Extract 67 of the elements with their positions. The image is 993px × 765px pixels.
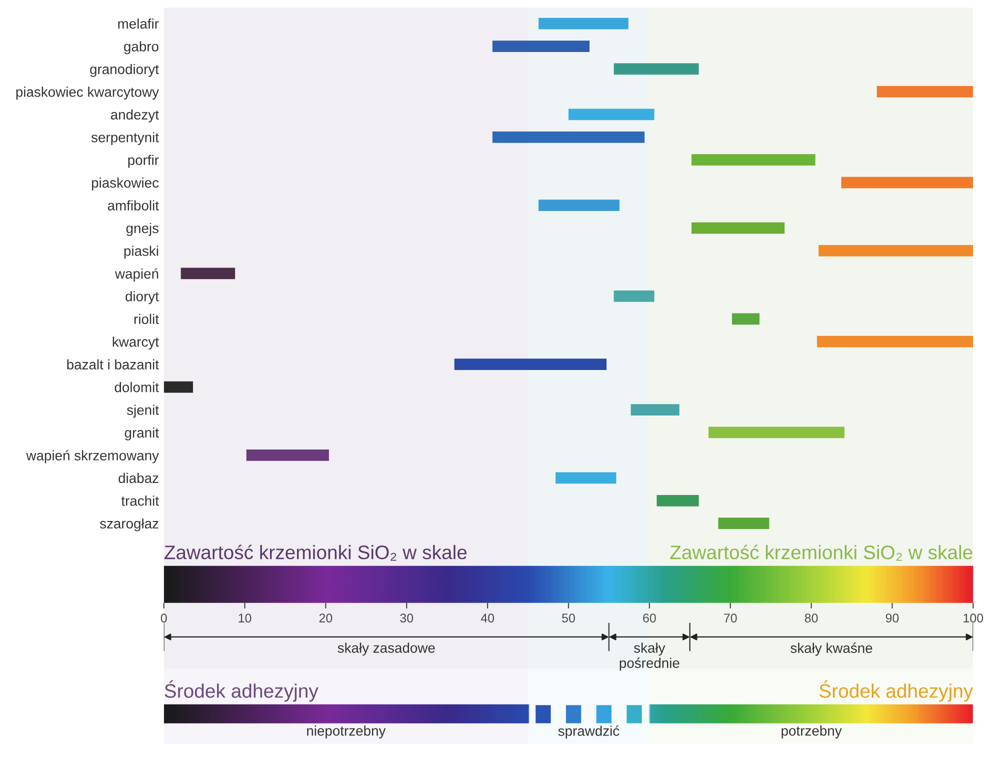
y-tick-label: dolomit bbox=[114, 382, 159, 392]
x-tick-label: 100 bbox=[964, 614, 984, 622]
bar bbox=[656, 494, 699, 506]
x-tick-label: 40 bbox=[480, 614, 494, 622]
x-tick-label: 20 bbox=[319, 614, 332, 622]
bar bbox=[492, 40, 590, 52]
y-tick-label: dioryt bbox=[126, 291, 159, 304]
y-tick-label: serpentynit bbox=[91, 132, 159, 146]
bar bbox=[614, 63, 699, 75]
bar bbox=[568, 108, 654, 120]
y-tick-label: piaski bbox=[124, 246, 158, 259]
bar bbox=[180, 268, 236, 280]
x-tick-label: 90 bbox=[886, 614, 899, 622]
band-label: sprawdzić bbox=[558, 726, 620, 739]
y-tick-label: szarogłaz bbox=[100, 518, 158, 532]
bar bbox=[630, 404, 680, 416]
bar bbox=[454, 358, 607, 370]
y-tick-label: piaskowiec bbox=[92, 178, 159, 190]
bar bbox=[246, 450, 329, 461]
bar bbox=[708, 426, 844, 438]
band-label: skały kwaśne bbox=[790, 642, 872, 656]
x-tick-label: 80 bbox=[804, 614, 818, 622]
y-tick-label: porfir bbox=[128, 154, 159, 168]
bar bbox=[732, 313, 760, 325]
y-tick-label: bazalt i bazanit bbox=[67, 359, 159, 370]
bar bbox=[164, 381, 193, 393]
bar bbox=[556, 472, 616, 484]
x-tick-label: 30 bbox=[400, 614, 414, 622]
y-tick-label: andezyt bbox=[110, 109, 159, 122]
band-label: skały pośrednie bbox=[620, 642, 680, 671]
x-tick-label: 70 bbox=[724, 614, 737, 622]
y-tick-label: wapień skrzemowany bbox=[26, 450, 159, 464]
y-tick-label: gnejs bbox=[126, 222, 158, 236]
x-tick-label: 0 bbox=[160, 614, 167, 622]
x-tick-label: 10 bbox=[238, 614, 252, 622]
band-label: potrzebny bbox=[782, 726, 842, 738]
band-label: skały zasadowe bbox=[338, 642, 435, 656]
y-tick-label: granodioryt bbox=[90, 64, 159, 77]
y-tick-label: amfibolit bbox=[108, 200, 159, 210]
bar bbox=[818, 245, 974, 256]
bar bbox=[538, 200, 620, 211]
text: Środek adhezyjny bbox=[819, 680, 974, 702]
bar bbox=[816, 336, 974, 348]
bar bbox=[614, 290, 654, 302]
x-tick-label: 60 bbox=[643, 614, 656, 622]
bar bbox=[718, 518, 770, 530]
y-tick-label: wapień bbox=[114, 268, 158, 282]
text: Środek adhezyjny bbox=[164, 680, 318, 702]
bar bbox=[692, 222, 785, 234]
y-tick-label: sjenit bbox=[126, 404, 159, 418]
x-tick-label: 50 bbox=[562, 614, 575, 622]
y-tick-label: trachit bbox=[121, 496, 159, 506]
y-tick-label: kwarcyt bbox=[112, 336, 159, 350]
bar bbox=[876, 86, 974, 98]
band-label: niepotrzebny bbox=[307, 726, 386, 738]
y-tick-label: granit bbox=[124, 427, 159, 440]
bar bbox=[492, 131, 645, 143]
bar bbox=[538, 18, 628, 30]
y-tick-label: diabaz bbox=[118, 472, 158, 484]
y-tick-label: gabro bbox=[124, 41, 158, 54]
bar bbox=[841, 176, 974, 188]
y-tick-label: melafir bbox=[118, 18, 159, 29]
y-tick-label: piaskowiec kwarcytowy bbox=[16, 86, 159, 100]
bar bbox=[692, 154, 816, 166]
x-axis-title: Zawartość krzemionki SiO₂ w skale bbox=[164, 544, 467, 561]
annotation: Zawartość krzemionki SiO₂ w skale bbox=[670, 544, 972, 561]
y-tick-label: riolit bbox=[134, 314, 159, 324]
